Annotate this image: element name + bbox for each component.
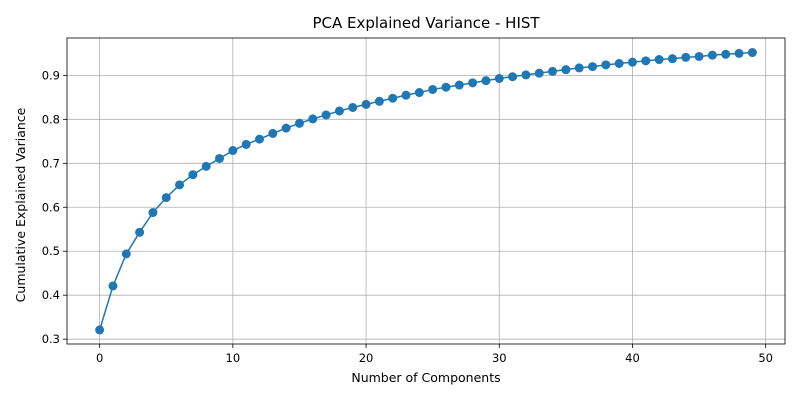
y-tick-label-0: 0.3 <box>42 332 60 346</box>
x-tick-label-1: 10 <box>226 351 241 365</box>
data-point-20 <box>361 99 371 109</box>
data-point-10 <box>228 146 238 156</box>
data-point-47 <box>721 49 731 59</box>
data-point-0 <box>95 325 105 335</box>
data-point-23 <box>401 90 411 100</box>
data-point-43 <box>667 54 677 64</box>
data-point-36 <box>574 63 584 73</box>
data-point-37 <box>588 62 598 72</box>
data-point-9 <box>215 153 225 163</box>
data-point-49 <box>747 48 757 58</box>
y-axis-label: Cumulative Explained Variance <box>13 107 28 302</box>
data-point-44 <box>681 52 691 62</box>
data-point-45 <box>694 51 704 61</box>
data-point-13 <box>268 128 278 138</box>
data-point-40 <box>627 57 637 67</box>
data-point-12 <box>254 134 264 144</box>
chart-title: PCA Explained Variance - HIST <box>312 14 540 32</box>
data-point-30 <box>494 73 504 83</box>
y-tick-label-1: 0.4 <box>42 288 60 302</box>
data-point-31 <box>508 72 518 82</box>
data-point-46 <box>707 50 717 60</box>
plot-frame <box>66 37 786 345</box>
x-tick-label-3: 30 <box>492 351 507 365</box>
x-tick-label-4: 40 <box>625 351 640 365</box>
data-point-14 <box>281 123 291 133</box>
x-tick-label-2: 20 <box>359 351 374 365</box>
x-tick-label-5: 50 <box>758 351 773 365</box>
data-point-48 <box>734 48 744 58</box>
axes-layer: 0 10 20 30 40 50 0.3 0.4 0.5 0.6 0.7 0.8 0.9 <box>42 37 786 365</box>
data-point-3 <box>135 227 145 237</box>
data-point-17 <box>321 110 331 120</box>
data-point-41 <box>641 56 651 66</box>
data-point-8 <box>201 161 211 171</box>
grid-layer <box>67 38 785 344</box>
data-point-5 <box>161 193 171 203</box>
data-point-29 <box>481 76 491 86</box>
data-point-11 <box>241 139 251 149</box>
y-tick-label-4: 0.7 <box>42 156 60 170</box>
data-point-42 <box>654 55 664 65</box>
data-point-38 <box>601 60 611 70</box>
data-point-26 <box>441 82 451 92</box>
data-point-15 <box>294 118 304 128</box>
y-tick-label-6: 0.9 <box>42 68 60 82</box>
data-point-33 <box>534 68 544 78</box>
data-point-7 <box>188 170 198 180</box>
data-point-32 <box>521 70 531 80</box>
data-point-39 <box>614 59 624 68</box>
data-point-24 <box>414 88 424 98</box>
data-point-4 <box>148 208 158 218</box>
series-layer <box>95 48 757 335</box>
data-point-6 <box>175 180 185 190</box>
data-point-35 <box>561 65 571 75</box>
data-point-34 <box>548 66 558 76</box>
data-point-22 <box>388 93 398 103</box>
data-point-2 <box>121 249 131 259</box>
y-tick-label-3: 0.6 <box>42 200 60 214</box>
data-point-27 <box>454 80 464 90</box>
y-tick-label-2: 0.5 <box>42 244 60 258</box>
data-point-25 <box>428 84 438 94</box>
x-tick-label-0: 0 <box>96 351 103 365</box>
data-point-18 <box>334 106 344 116</box>
data-point-19 <box>348 102 358 112</box>
data-point-1 <box>108 281 118 291</box>
data-point-28 <box>468 78 478 88</box>
series-line <box>98 51 753 331</box>
data-point-16 <box>308 114 318 124</box>
data-point-21 <box>374 96 384 106</box>
y-tick-label-5: 0.8 <box>42 112 60 126</box>
x-axis-label: Number of Components <box>351 370 500 385</box>
